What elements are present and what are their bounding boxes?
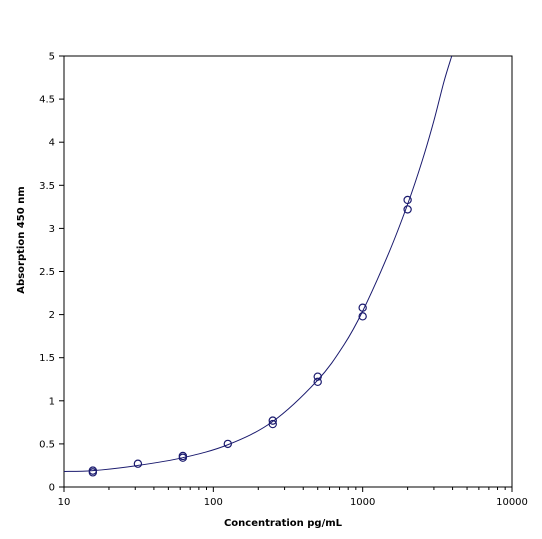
data-point [268,416,277,425]
y-tick-label: 0 [49,483,55,494]
data-point [133,459,143,468]
y-tick-label: 1 [49,396,55,407]
x-tick-label: 10 [58,497,71,508]
x-tick-label: 100 [204,497,223,508]
y-tick-label: 0.5 [39,439,55,450]
data-point [268,419,277,429]
x-axis-title: Concentration pg/mL [224,518,343,529]
data-point [223,439,233,449]
data-point [313,377,322,387]
data-point [358,303,367,312]
y-axis: 0 0.5 1 1.5 2 2.5 3 3.5 4 4.5 5 [39,52,64,494]
fit-curve-layer [63,55,453,472]
y-tick-label: 1.5 [39,353,55,364]
y-tick-label: 3 [49,224,55,235]
y-axis-title: Absorption 450 nm [16,186,27,293]
y-tick-label: 5 [49,52,55,63]
data-points-layer [88,195,412,477]
y-tick-label: 2 [49,310,55,321]
data-point [358,312,367,321]
y-tick-label: 2.5 [39,267,55,278]
y-tick-label: 4 [49,138,55,149]
data-point [178,451,188,461]
fit-curve-line [63,55,453,472]
x-tick-label: 1000 [350,497,375,508]
data-point [403,195,412,205]
x-axis: 10 100 1000 10000 [58,487,528,508]
x-tick-label: 10000 [496,497,528,508]
data-point [88,466,98,475]
plot-frame [63,55,513,488]
data-point [403,205,412,214]
y-tick-label: 3.5 [39,181,55,192]
y-tick-label: 4.5 [39,95,55,106]
data-point [313,372,322,381]
